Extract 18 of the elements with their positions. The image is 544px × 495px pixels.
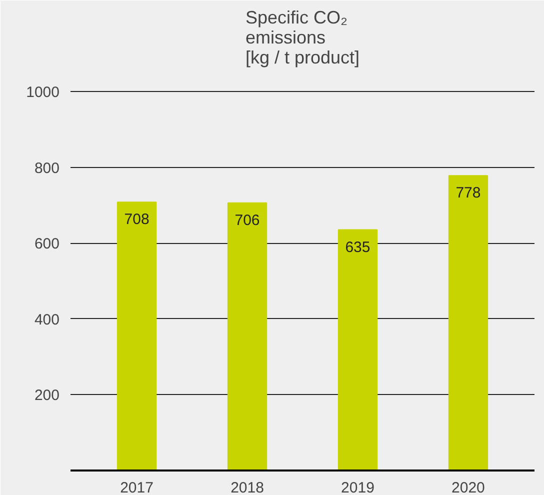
- y-tick-label: 800: [34, 160, 60, 177]
- data-label: 708: [124, 211, 150, 228]
- y-tick-label: 1000: [26, 84, 60, 101]
- x-tick-label: 2020: [452, 480, 485, 495]
- y-tick-label: 600: [34, 236, 60, 253]
- chart-title: Specific CO₂ emissions [kg / t product]: [245, 8, 360, 68]
- x-tick-label: 2017: [120, 480, 154, 495]
- bar: [448, 175, 488, 470]
- bar: [338, 229, 378, 470]
- y-tick-label: 200: [34, 387, 60, 404]
- bar: [116, 202, 157, 470]
- y-tick-label: 400: [34, 311, 60, 328]
- data-label: 706: [234, 212, 260, 229]
- data-label: 778: [456, 184, 481, 202]
- bar: [227, 202, 268, 470]
- data-label: 635: [345, 238, 370, 256]
- x-tick-label: 2018: [230, 480, 264, 495]
- x-tick-label: 2019: [341, 480, 374, 495]
